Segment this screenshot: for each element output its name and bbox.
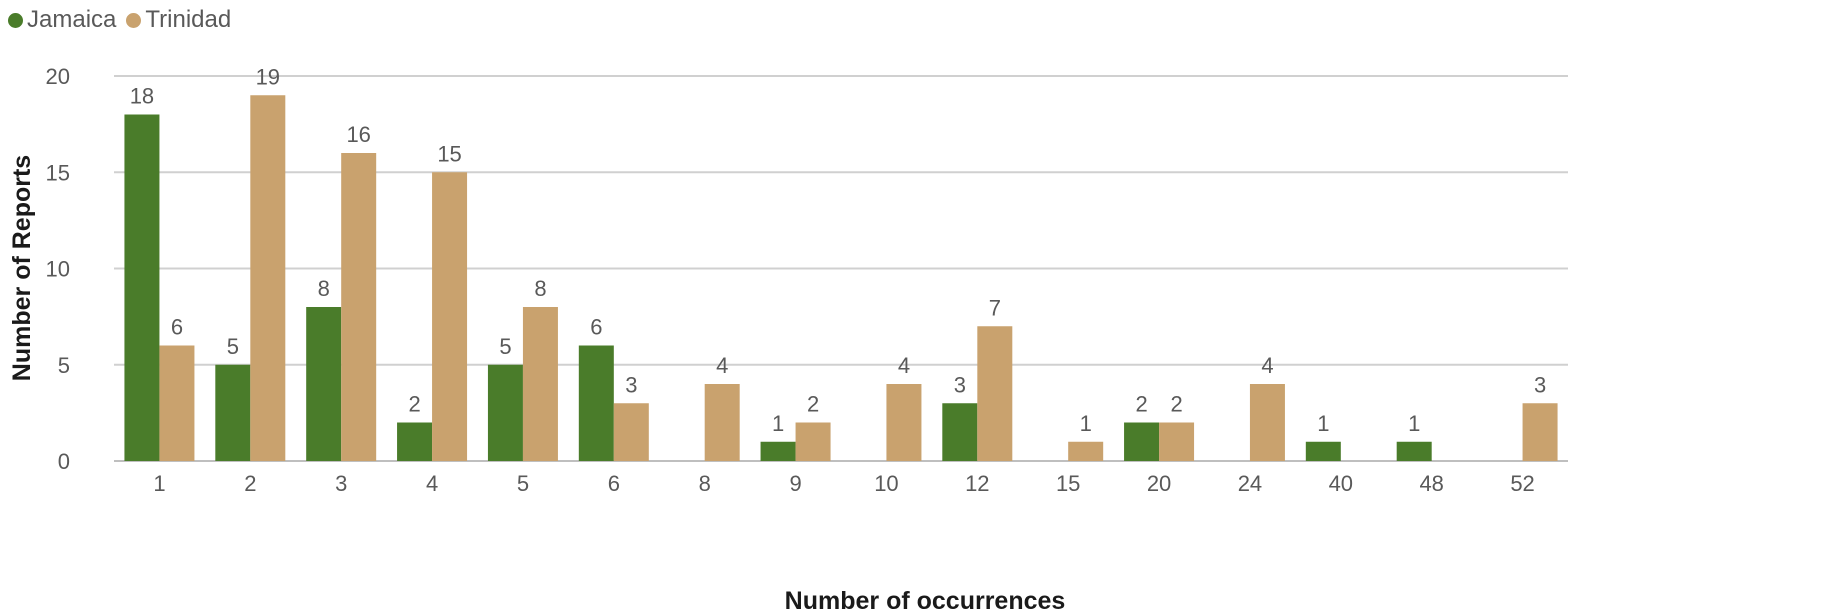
legend-swatch-trinidad	[126, 12, 142, 28]
data-label-jamaica-40: 1	[1317, 411, 1329, 436]
x-tick-labels: 1 2 3 4 5 6 8 9 10 12 15 20 24 40 48 52	[153, 471, 1534, 496]
data-label-jamaica-48: 1	[1408, 411, 1420, 436]
bar-jamaica-2	[215, 364, 251, 461]
legend: Jamaica Trinidad	[8, 6, 241, 34]
bar-trinidad-52	[1522, 403, 1558, 461]
bar-jamaica-4	[397, 422, 433, 461]
x-tick-label-8: 8	[699, 471, 711, 496]
x-tick-label-5: 5	[517, 471, 529, 496]
bar-jamaica-6	[578, 345, 614, 461]
y-tick-label: 20	[46, 64, 70, 89]
bar-jamaica-9	[760, 441, 796, 461]
bars	[124, 95, 1558, 461]
data-label-trinidad-20: 2	[1170, 392, 1182, 417]
legend-label-trinidad: Trinidad	[145, 6, 232, 33]
x-tick-label-3: 3	[335, 471, 347, 496]
data-label-trinidad-4: 15	[437, 141, 461, 166]
bar-jamaica-1	[124, 114, 160, 461]
bar-trinidad-8	[704, 384, 740, 461]
bar-trinidad-3	[341, 153, 377, 461]
bar-jamaica-20	[1124, 422, 1160, 461]
x-tick-label-52: 52	[1510, 471, 1534, 496]
bar-trinidad-12	[977, 326, 1013, 461]
data-label-trinidad-8: 4	[716, 353, 728, 378]
bar-jamaica-12	[942, 403, 978, 461]
x-tick-label-10: 10	[874, 471, 898, 496]
data-label-trinidad-10: 4	[898, 353, 910, 378]
x-tick-label-4: 4	[426, 471, 438, 496]
bar-jamaica-40	[1305, 441, 1341, 461]
bar-trinidad-9	[795, 422, 831, 461]
bar-jamaica-3	[306, 307, 342, 461]
data-label-trinidad-5: 8	[534, 276, 546, 301]
data-label-jamaica-4: 2	[408, 392, 420, 417]
x-tick-label-24: 24	[1238, 471, 1262, 496]
data-label-trinidad-6: 3	[625, 372, 637, 397]
x-tick-label-1: 1	[153, 471, 165, 496]
bar-jamaica-48	[1396, 441, 1432, 461]
y-tick-label: 10	[46, 257, 70, 282]
data-label-jamaica-5: 5	[499, 334, 511, 359]
x-tick-label-15: 15	[1056, 471, 1080, 496]
data-label-jamaica-12: 3	[954, 372, 966, 397]
data-label-jamaica-9: 1	[772, 411, 784, 436]
y-tick-label: 15	[46, 160, 70, 185]
legend-item-trinidad: Trinidad	[126, 6, 231, 34]
bar-trinidad-24	[1249, 384, 1285, 461]
y-axis-title: Number of Reports	[8, 155, 36, 381]
bar-trinidad-5	[522, 307, 558, 461]
x-tick-label-48: 48	[1419, 471, 1443, 496]
data-label-trinidad-1: 6	[171, 315, 183, 340]
y-tick-labels: 0 5 10 15 20	[46, 64, 70, 474]
x-tick-label-20: 20	[1147, 471, 1171, 496]
legend-item-jamaica: Jamaica	[8, 6, 116, 34]
y-tick-label: 0	[58, 449, 70, 474]
data-label-trinidad-3: 16	[346, 122, 370, 147]
data-label-jamaica-2: 5	[227, 334, 239, 359]
y-tick-label: 5	[58, 353, 70, 378]
bar-trinidad-20	[1159, 422, 1195, 461]
data-label-trinidad-52: 3	[1534, 372, 1546, 397]
data-label-jamaica-6: 6	[590, 315, 602, 340]
data-label-jamaica-3: 8	[318, 276, 330, 301]
bar-trinidad-10	[886, 384, 922, 461]
x-tick-label-12: 12	[965, 471, 989, 496]
x-tick-label-40: 40	[1329, 471, 1353, 496]
x-axis-title: Number of occurrences	[785, 587, 1066, 615]
legend-label-jamaica: Jamaica	[27, 6, 117, 33]
bar-trinidad-15	[1068, 441, 1104, 461]
bar-trinidad-6	[613, 403, 649, 461]
bar-trinidad-4	[432, 172, 468, 461]
legend-swatch-jamaica	[8, 12, 23, 28]
data-label-trinidad-15: 1	[1080, 411, 1092, 436]
bar-trinidad-1	[159, 345, 195, 461]
bar-trinidad-2	[250, 95, 286, 461]
data-label-trinidad-12: 7	[989, 295, 1001, 320]
data-label-trinidad-24: 4	[1261, 353, 1273, 378]
data-label-jamaica-1: 18	[130, 84, 154, 109]
x-tick-label-6: 6	[608, 471, 620, 496]
x-tick-label-9: 9	[789, 471, 801, 496]
data-label-trinidad-2: 19	[256, 64, 280, 89]
x-tick-label-2: 2	[244, 471, 256, 496]
data-label-trinidad-9: 2	[807, 392, 819, 417]
data-label-jamaica-20: 2	[1135, 392, 1147, 417]
bar-jamaica-5	[487, 364, 523, 461]
